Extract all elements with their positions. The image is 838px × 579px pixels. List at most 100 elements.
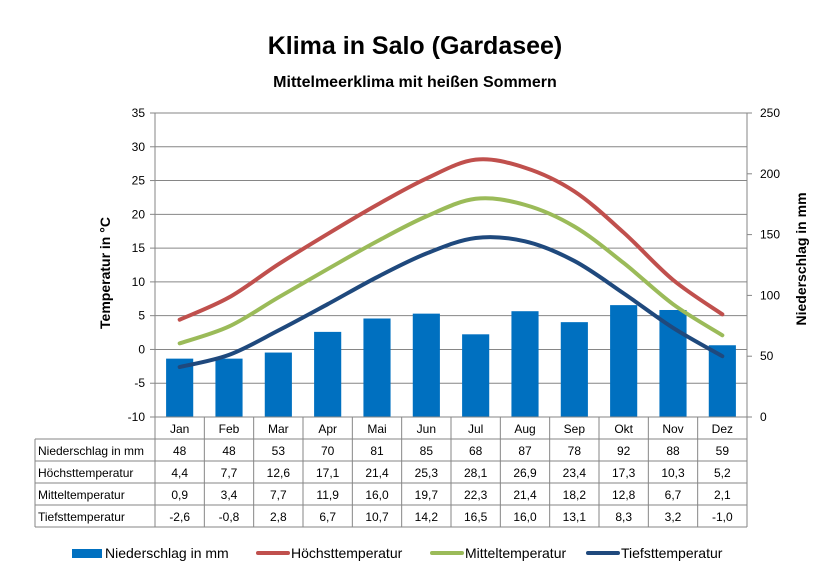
bar-jul [462, 334, 490, 417]
table-cell: -1,0 [712, 510, 733, 524]
table-cell: 11,9 [316, 488, 339, 502]
table-cell: 10,3 [661, 466, 685, 480]
table-cell: 21,4 [513, 488, 537, 502]
legend: Niederschlag in mm Höchsttemperatur Mittel… [72, 545, 723, 561]
table-cell: 12,8 [612, 488, 636, 502]
temperature-lines [177, 157, 725, 370]
line-höchsttemperatur [177, 157, 725, 322]
table-cell: 59 [716, 444, 730, 458]
bar-mar [264, 352, 292, 417]
table-cell: 81 [370, 444, 384, 458]
table-cell: -0,8 [219, 510, 240, 524]
table-cell: 0,9 [171, 488, 188, 502]
table-cell: 53 [272, 444, 286, 458]
table-cell: 70 [321, 444, 335, 458]
table-cell: 19,7 [415, 488, 439, 502]
y-tick-right: 200 [760, 167, 780, 181]
table-cell: 3,2 [665, 510, 682, 524]
table-cell: 18,2 [563, 488, 587, 502]
y-tick-left: 0 [138, 342, 145, 356]
bar-okt [610, 305, 638, 417]
x-tick-label: Jul [468, 422, 483, 436]
table-row-label: Mitteltemperatur [38, 488, 125, 502]
x-tick-label: Aug [514, 422, 535, 436]
table-cell: 48 [222, 444, 236, 458]
table-cell: 17,1 [316, 466, 340, 480]
y-tick-left: 5 [138, 309, 145, 323]
table-row-label: Niederschlag in mm [38, 444, 144, 458]
table-cell: 4,4 [171, 466, 188, 480]
x-tick-label: Dez [712, 422, 733, 436]
x-tick-label: Sep [564, 422, 586, 436]
line-tiefsttemperatur [177, 235, 725, 370]
table-cell: 85 [420, 444, 434, 458]
x-tick-label: Jun [417, 422, 436, 436]
bar-jun [412, 313, 440, 417]
line-mitteltemperatur [177, 196, 725, 346]
chart-title: Klima in Salo (Gardasee) [268, 32, 563, 60]
y-tick-right: 0 [760, 410, 767, 424]
table-cell: 28,1 [464, 466, 488, 480]
y-tick-right: 250 [760, 106, 780, 120]
y-tick-left: -5 [134, 376, 145, 390]
table-cell: 68 [469, 444, 483, 458]
legend-label: Mitteltemperatur [465, 545, 566, 561]
y-tick-left: 30 [132, 140, 146, 154]
table-cell: 7,7 [270, 488, 287, 502]
table-cell: 22,3 [464, 488, 488, 502]
y-axis-left-title: Temperatur in °C [97, 217, 113, 329]
x-tick-label: Feb [219, 422, 240, 436]
table-cell: 6,7 [319, 510, 336, 524]
table-cell: 14,2 [415, 510, 439, 524]
table-cell: 25,3 [415, 466, 439, 480]
table-cell: 16,0 [513, 510, 537, 524]
y-tick-left: 15 [132, 241, 146, 255]
y-tick-left: 35 [132, 106, 146, 120]
legend-swatch [72, 549, 102, 558]
table-cell: 2,8 [270, 510, 287, 524]
x-tick-label: Nov [662, 422, 683, 436]
table-cell: 92 [617, 444, 631, 458]
chart-subtitle: Mittelmeerklima mit heißen Sommern [273, 74, 557, 91]
table-cell: 8,3 [615, 510, 632, 524]
legend-label: Tiefsttemperatur [621, 545, 723, 561]
x-tick-label: Jan [170, 422, 189, 436]
table-cell: 12,6 [267, 466, 291, 480]
y-tick-left: 20 [132, 207, 146, 221]
table-cell: 2,1 [714, 488, 731, 502]
y-tick-left: 10 [132, 275, 146, 289]
y-tick-left: -10 [128, 410, 146, 424]
table-cell: 6,7 [665, 488, 682, 502]
table-cell: 17,3 [612, 466, 636, 480]
x-tick-label: Mai [367, 422, 386, 436]
bar-feb [215, 358, 243, 417]
y-tick-right: 150 [760, 228, 780, 242]
x-tick-label: Okt [614, 422, 633, 436]
table-cell: 23,4 [563, 466, 587, 480]
table-cell: -2,6 [169, 510, 190, 524]
y-tick-right: 50 [760, 349, 774, 363]
table-cell: 3,4 [221, 488, 238, 502]
legend-label: Niederschlag in mm [105, 545, 229, 561]
x-tick-label: Apr [318, 422, 337, 436]
table-cell: 88 [666, 444, 680, 458]
table-cell: 21,4 [365, 466, 389, 480]
legend-label: Höchsttemperatur [291, 545, 403, 561]
table-cell: 7,7 [221, 466, 238, 480]
table-row-label: Tiefsttemperatur [38, 510, 125, 524]
bar-mai [363, 318, 391, 417]
table-row-label: Höchsttemperatur [38, 466, 133, 480]
table-cell: 16,0 [365, 488, 389, 502]
table-cell: 5,2 [714, 466, 731, 480]
bar-apr [314, 331, 342, 417]
table-cell: 26,9 [513, 466, 537, 480]
y-tick-left: 25 [132, 174, 146, 188]
table-cell: 13,1 [563, 510, 587, 524]
x-tick-label: Mar [268, 422, 289, 436]
table-cell: 16,5 [464, 510, 488, 524]
table-cell: 10,7 [365, 510, 389, 524]
table-cell: 78 [568, 444, 582, 458]
data-table: Jan Feb Mar Apr Mai Jun Jul Aug Sep Okt Nov Dez Nied… [34, 416, 748, 528]
